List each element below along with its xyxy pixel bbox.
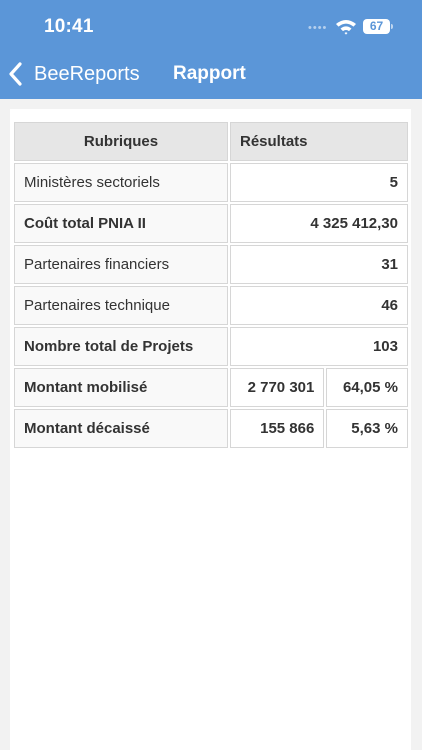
column-header-rubriques: Rubriques — [14, 122, 228, 161]
status-time: 10:41 — [44, 16, 94, 37]
table-row: Montant décaissé 155 866 5,63 % — [14, 409, 408, 448]
row-value: 46 — [230, 286, 408, 325]
table-row: Partenaires technique 46 — [14, 286, 408, 325]
row-label: Nombre total de Projets — [14, 327, 228, 366]
table-header-row: Rubriques Résultats — [14, 122, 408, 161]
row-value: 2 770 301 — [230, 368, 325, 407]
row-percent: 64,05 % — [326, 368, 408, 407]
row-label: Ministères sectoriels — [14, 163, 228, 202]
table-row: Partenaires financiers 31 — [14, 245, 408, 284]
report-table: Rubriques Résultats Ministères sectoriel… — [12, 120, 410, 450]
page-title: Rapport — [173, 63, 246, 84]
report-container: Rubriques Résultats Ministères sectoriel… — [10, 109, 411, 750]
row-label: Coût total PNIA II — [14, 204, 228, 243]
back-button[interactable]: BeeReports — [8, 60, 140, 88]
row-value: 31 — [230, 245, 408, 284]
column-header-resultats: Résultats — [230, 122, 408, 161]
wifi-icon — [336, 20, 356, 35]
chevron-left-icon — [9, 62, 22, 86]
row-percent: 5,63 % — [326, 409, 408, 448]
battery-tip — [391, 24, 393, 29]
row-label: Partenaires technique — [14, 286, 228, 325]
table-row: Coût total PNIA II 4 325 412,30 — [14, 204, 408, 243]
app-header: 10:41 •••• 67 BeeReports Rapport — [0, 0, 422, 99]
signal-dots-icon: •••• — [308, 22, 328, 34]
row-label: Montant décaissé — [14, 409, 228, 448]
row-value: 155 866 — [230, 409, 325, 448]
table-row: Ministères sectoriels 5 — [14, 163, 408, 202]
table-row: Nombre total de Projets 103 — [14, 327, 408, 366]
table-row: Montant mobilisé 2 770 301 64,05 % — [14, 368, 408, 407]
row-label: Montant mobilisé — [14, 368, 228, 407]
row-value: 103 — [230, 327, 408, 366]
back-label: BeeReports — [34, 62, 140, 85]
row-label: Partenaires financiers — [14, 245, 228, 284]
row-value: 4 325 412,30 — [230, 204, 408, 243]
battery-icon: 67 — [363, 19, 390, 34]
row-value: 5 — [230, 163, 408, 202]
